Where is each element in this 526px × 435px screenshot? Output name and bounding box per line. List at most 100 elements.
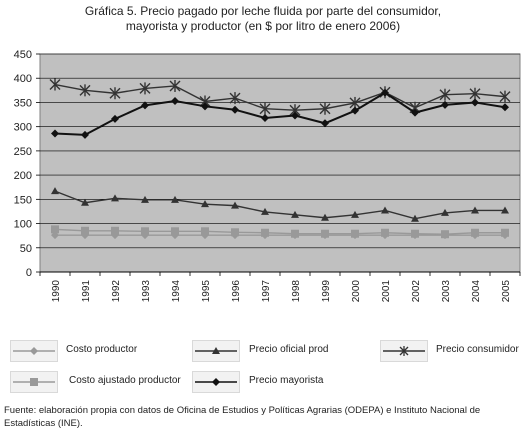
- point-precio-mayorista: [81, 130, 89, 139]
- x-tick-label: 2001: [381, 280, 392, 303]
- asterisk-marker-icon: [399, 346, 409, 356]
- point-precio-mayorista: [201, 102, 209, 111]
- legend-line-precio-consumidor: [383, 346, 425, 356]
- point-precio-mayorista: [381, 88, 389, 97]
- point-precio-oficial-prod: [411, 214, 419, 222]
- point-precio-oficial-prod: [501, 206, 509, 214]
- y-tick-label: 200: [14, 170, 32, 182]
- x-tick-label: 1998: [291, 280, 302, 303]
- x-tick-label: 1993: [141, 280, 152, 303]
- point-precio-consumidor: [109, 87, 121, 100]
- point-precio-mayorista: [51, 129, 59, 138]
- source-line-1: Fuente: elaboración propia con datos de …: [4, 405, 481, 416]
- triangle-marker-icon: [212, 347, 220, 354]
- point-costo-ajustado-productor: [501, 228, 509, 237]
- point-precio-consumidor: [139, 82, 151, 95]
- point-precio-consumidor: [499, 90, 511, 103]
- point-precio-oficial-prod: [261, 207, 269, 215]
- point-precio-mayorista: [171, 96, 179, 105]
- point-precio-mayorista: [261, 113, 269, 122]
- chart-title-line-2: mayorista y productor (en $ por litro de…: [125, 19, 401, 33]
- point-costo-ajustado-productor: [321, 229, 329, 238]
- point-costo-ajustado-productor: [471, 228, 479, 237]
- y-tick-label: 350: [14, 97, 32, 109]
- point-precio-oficial-prod: [441, 208, 449, 216]
- x-tick-label: 1996: [231, 280, 242, 303]
- point-precio-consumidor: [469, 87, 481, 100]
- point-costo-ajustado-productor: [51, 225, 59, 234]
- point-costo-ajustado-productor: [111, 226, 119, 235]
- point-precio-oficial-prod: [51, 187, 59, 195]
- point-precio-oficial-prod: [381, 206, 389, 214]
- point-precio-consumidor: [259, 102, 271, 115]
- point-precio-consumidor: [439, 88, 451, 101]
- point-costo-ajustado-productor: [381, 228, 389, 237]
- point-costo-ajustado-productor: [231, 228, 239, 237]
- point-precio-mayorista: [411, 108, 419, 117]
- point-precio-oficial-prod: [351, 210, 359, 218]
- point-precio-mayorista: [141, 101, 149, 110]
- legend-swatch-precio-mayorista: [192, 371, 240, 393]
- point-precio-consumidor: [229, 92, 241, 105]
- x-tick-label: 2005: [501, 280, 512, 303]
- point-precio-oficial-prod: [291, 210, 299, 218]
- chart-title-line-1: Gráfica 5. Precio pagado por leche fluid…: [84, 4, 442, 18]
- source-note: Fuente: elaboración propia con datos de …: [4, 404, 522, 430]
- x-tick-label: 1997: [261, 280, 272, 303]
- legend-swatch-precio-consumidor: [380, 340, 428, 362]
- point-precio-mayorista: [501, 103, 509, 112]
- plot-area: [39, 53, 521, 273]
- y-tick-label: 250: [14, 146, 32, 158]
- legend-swatch-precio-oficial-prod: [192, 340, 240, 362]
- legend-label-costo-ajustado-productor: Costo ajustado productor: [69, 375, 181, 386]
- y-tick-label: 400: [14, 73, 32, 85]
- x-tick-label: 2004: [471, 280, 482, 303]
- x-tick-label: 2000: [351, 280, 362, 303]
- point-precio-oficial-prod: [81, 198, 89, 206]
- point-costo-ajustado-productor: [141, 227, 149, 236]
- y-tick-label: 150: [14, 194, 32, 206]
- legend-swatch-costo-productor: [10, 340, 58, 362]
- point-costo-ajustado-productor: [291, 229, 299, 238]
- point-costo-ajustado-productor: [411, 229, 419, 238]
- x-tick-label: 1995: [201, 280, 212, 303]
- x-tick-label: 2003: [441, 280, 452, 303]
- point-precio-mayorista: [231, 105, 239, 114]
- x-tick-label: 1990: [51, 280, 62, 303]
- point-costo-ajustado-productor: [351, 229, 359, 238]
- point-precio-consumidor: [169, 79, 181, 92]
- diamond-marker-icon: [30, 347, 38, 355]
- series-line-costo-ajustado-productor: [54, 228, 505, 235]
- series-line-precio-mayorista: [54, 91, 506, 136]
- point-precio-oficial-prod: [471, 206, 479, 214]
- point-precio-oficial-prod: [231, 201, 239, 209]
- point-costo-ajustado-productor: [171, 227, 179, 236]
- legend-label-precio-mayorista: Precio mayorista: [249, 375, 324, 386]
- x-tick-label: 1999: [321, 280, 332, 303]
- legend-line-precio-oficial-prod: [195, 347, 237, 354]
- y-tick-label: 100: [14, 219, 32, 231]
- legend-label-precio-consumidor: Precio consumidor: [436, 344, 519, 355]
- y-tick-label: 300: [14, 122, 32, 134]
- point-precio-oficial-prod: [201, 200, 209, 208]
- point-precio-consumidor: [319, 102, 331, 115]
- x-tick-label: 2002: [411, 280, 422, 303]
- y-tick-label: 0: [26, 267, 32, 279]
- legend-line-costo-productor: [13, 347, 55, 355]
- point-precio-mayorista: [351, 106, 359, 115]
- point-precio-mayorista: [471, 98, 479, 107]
- y-tick-label: 50: [20, 243, 32, 255]
- y-tick-label: 450: [14, 49, 32, 61]
- point-precio-mayorista: [111, 114, 119, 123]
- point-precio-consumidor: [79, 84, 91, 97]
- point-precio-oficial-prod: [111, 194, 119, 202]
- x-tick-label: 1991: [81, 280, 92, 303]
- point-costo-ajustado-productor: [201, 227, 209, 236]
- series-line-precio-oficial-prod: [54, 190, 505, 220]
- x-tick-label: 1994: [171, 280, 182, 303]
- point-precio-oficial-prod: [171, 195, 179, 203]
- point-costo-ajustado-productor: [261, 228, 269, 237]
- point-precio-mayorista: [291, 111, 299, 120]
- legend-line-precio-mayorista: [195, 378, 237, 386]
- diamond-marker-icon: [212, 378, 220, 386]
